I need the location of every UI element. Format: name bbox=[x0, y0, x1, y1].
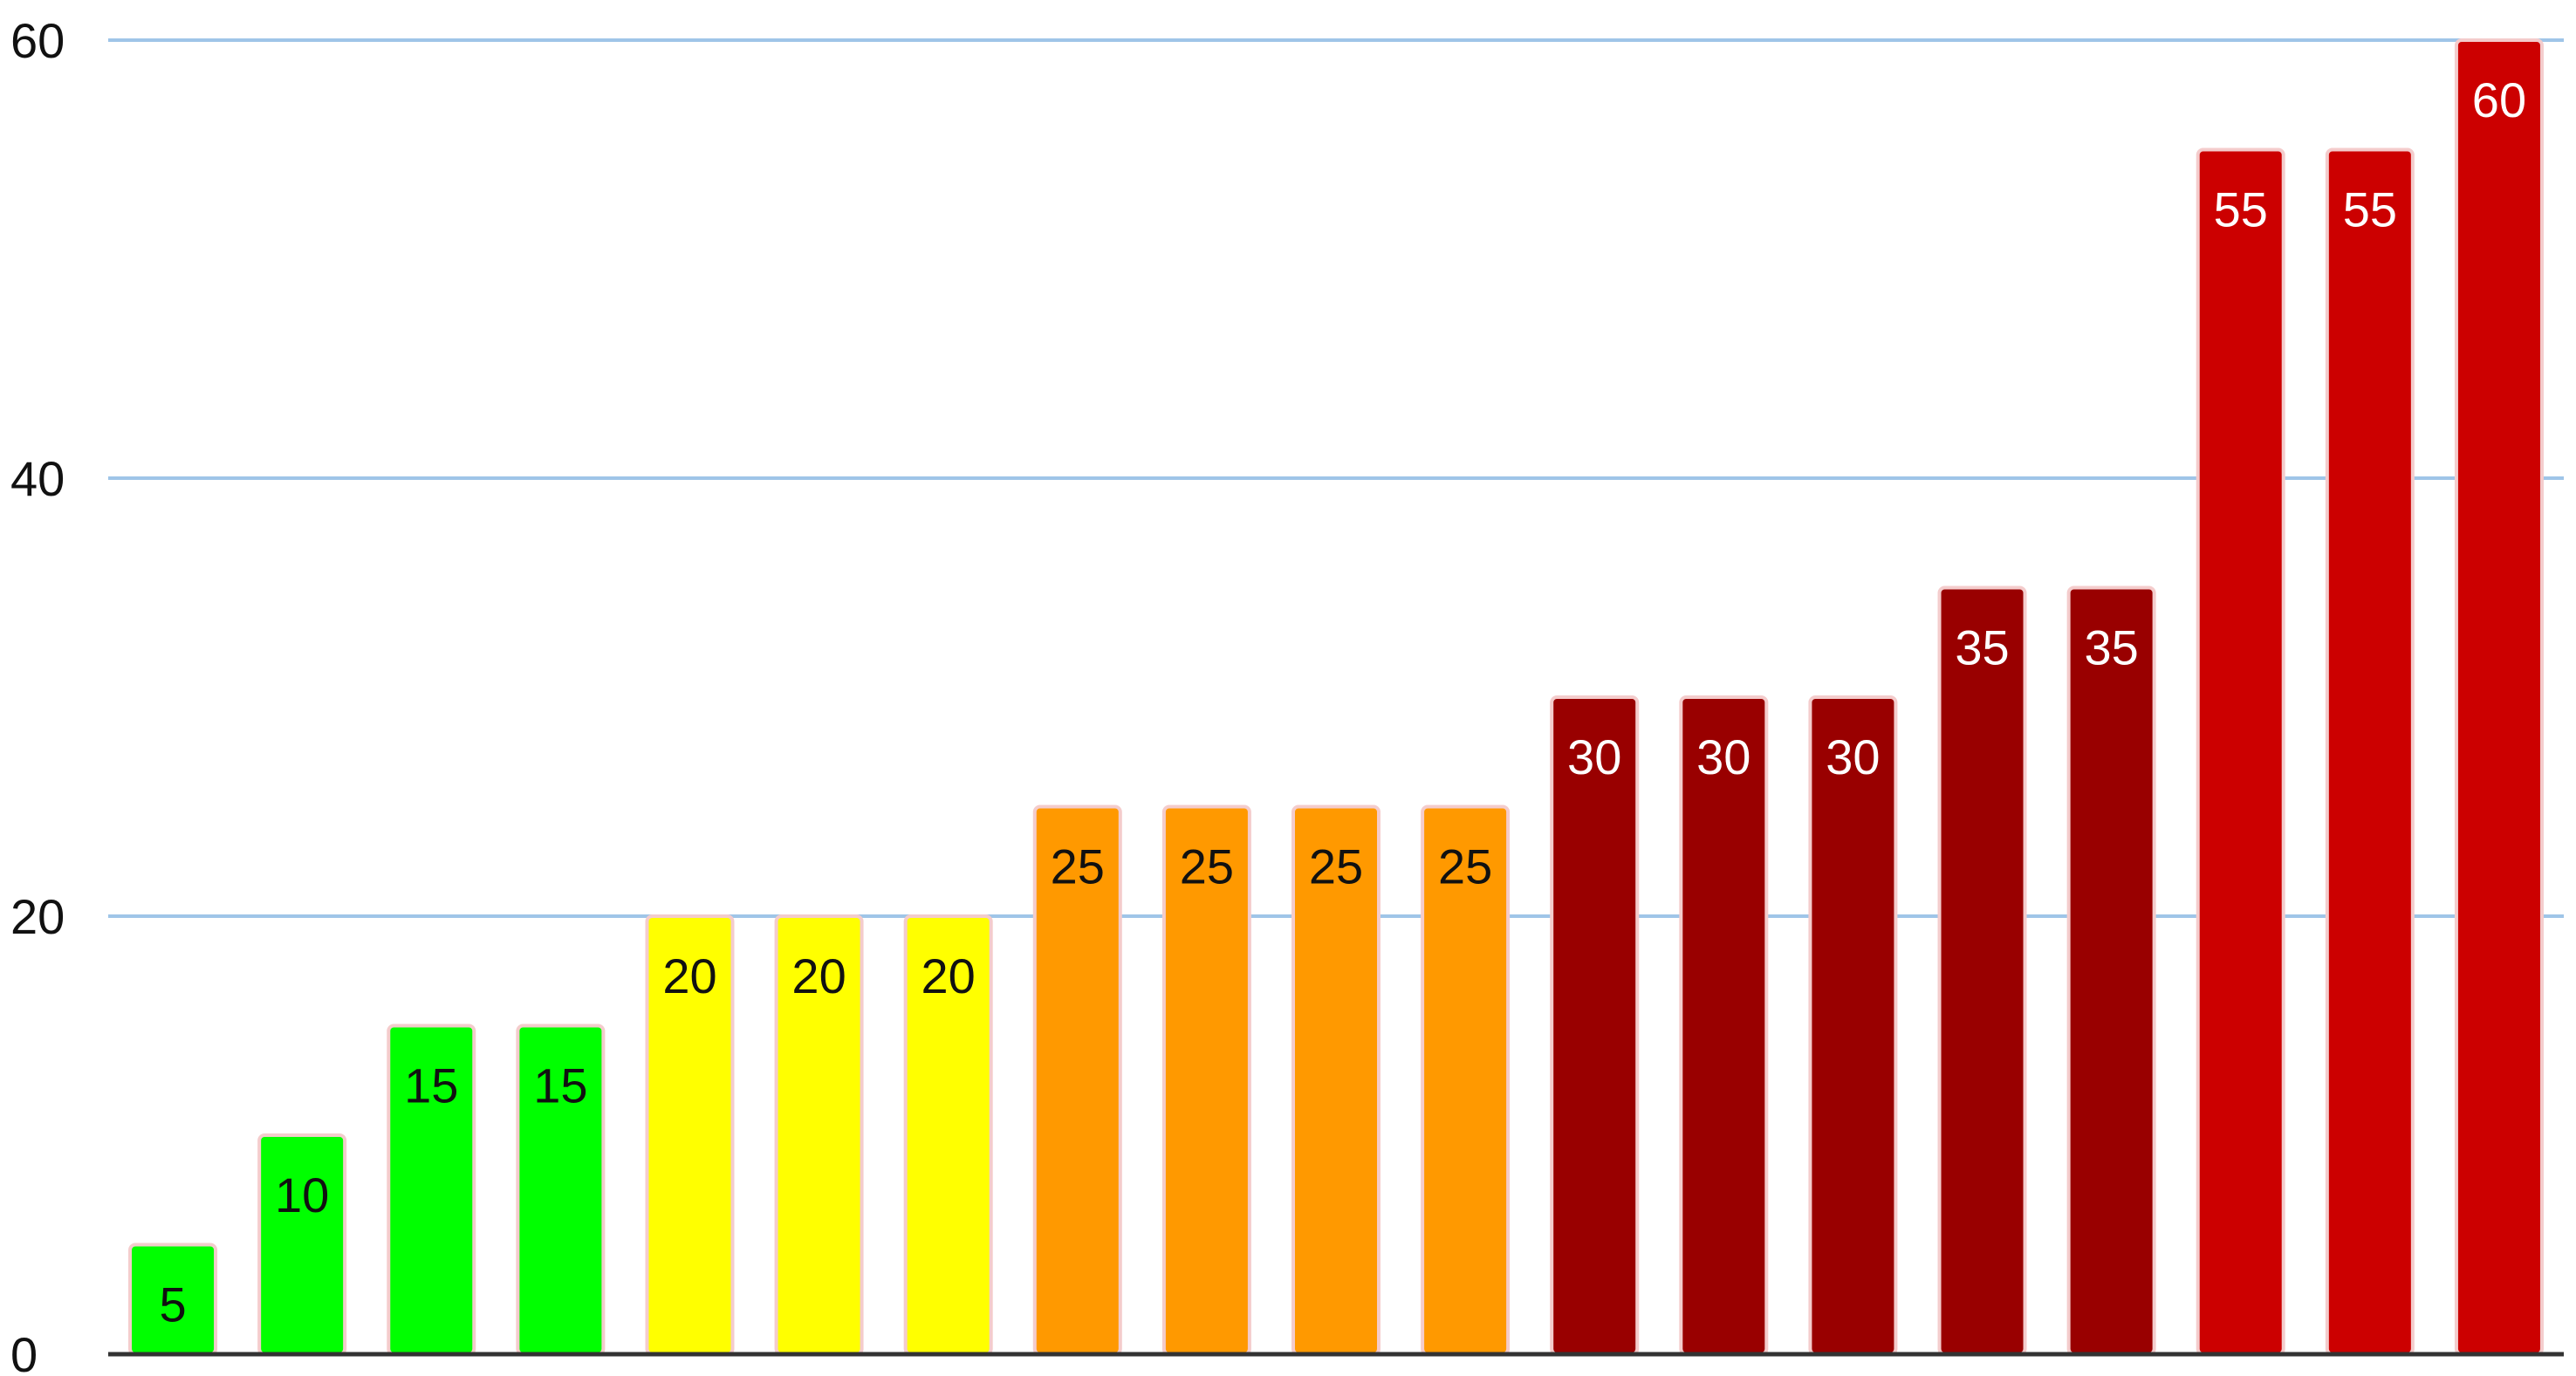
bar-label-19: 60 bbox=[2472, 72, 2526, 127]
gridlines bbox=[108, 38, 2564, 918]
y-tick-label-40: 40 bbox=[10, 451, 65, 506]
bar-label-5: 20 bbox=[662, 948, 716, 1003]
bar-label-3: 15 bbox=[404, 1058, 458, 1113]
y-tick-label-20: 20 bbox=[10, 889, 65, 944]
bar-label-2: 10 bbox=[275, 1167, 329, 1222]
bar-label-11: 25 bbox=[1438, 839, 1492, 894]
bar-label-13: 30 bbox=[1696, 729, 1750, 784]
bar-label-16: 35 bbox=[2084, 620, 2138, 675]
bar-12 bbox=[1550, 695, 1640, 1356]
bar-label-18: 55 bbox=[2343, 182, 2397, 237]
bar-label-6: 20 bbox=[791, 948, 846, 1003]
bar-label-12: 30 bbox=[1567, 729, 1621, 784]
y-axis: 0 20 40 60 bbox=[10, 13, 2564, 1376]
bar-13 bbox=[1679, 695, 1769, 1356]
bar-label-14: 30 bbox=[1826, 729, 1880, 784]
bar-15 bbox=[1937, 585, 2027, 1356]
y-tick-label-60: 60 bbox=[10, 13, 65, 68]
bar-14 bbox=[1808, 695, 1898, 1356]
bar-label-17: 55 bbox=[2214, 182, 2268, 237]
bar-label-9: 25 bbox=[1180, 839, 1234, 894]
bar-label-7: 20 bbox=[921, 948, 976, 1003]
data-labels: 5 10 15 15 20 20 20 25 25 25 25 30 30 30 35 35 55 55 60 bbox=[159, 72, 2526, 1332]
bar-label-10: 25 bbox=[1309, 839, 1363, 894]
bars bbox=[128, 38, 2544, 1356]
bar-19 bbox=[2454, 38, 2544, 1356]
bar-17 bbox=[2196, 147, 2285, 1356]
bar-label-4: 15 bbox=[533, 1058, 587, 1113]
bar-label-15: 35 bbox=[1955, 620, 2009, 675]
bar-16 bbox=[2066, 585, 2156, 1356]
bar-label-1: 5 bbox=[159, 1277, 186, 1332]
y-tick-label-0: 0 bbox=[10, 1327, 38, 1376]
bar-18 bbox=[2325, 147, 2415, 1356]
bar-label-8: 25 bbox=[1051, 839, 1105, 894]
